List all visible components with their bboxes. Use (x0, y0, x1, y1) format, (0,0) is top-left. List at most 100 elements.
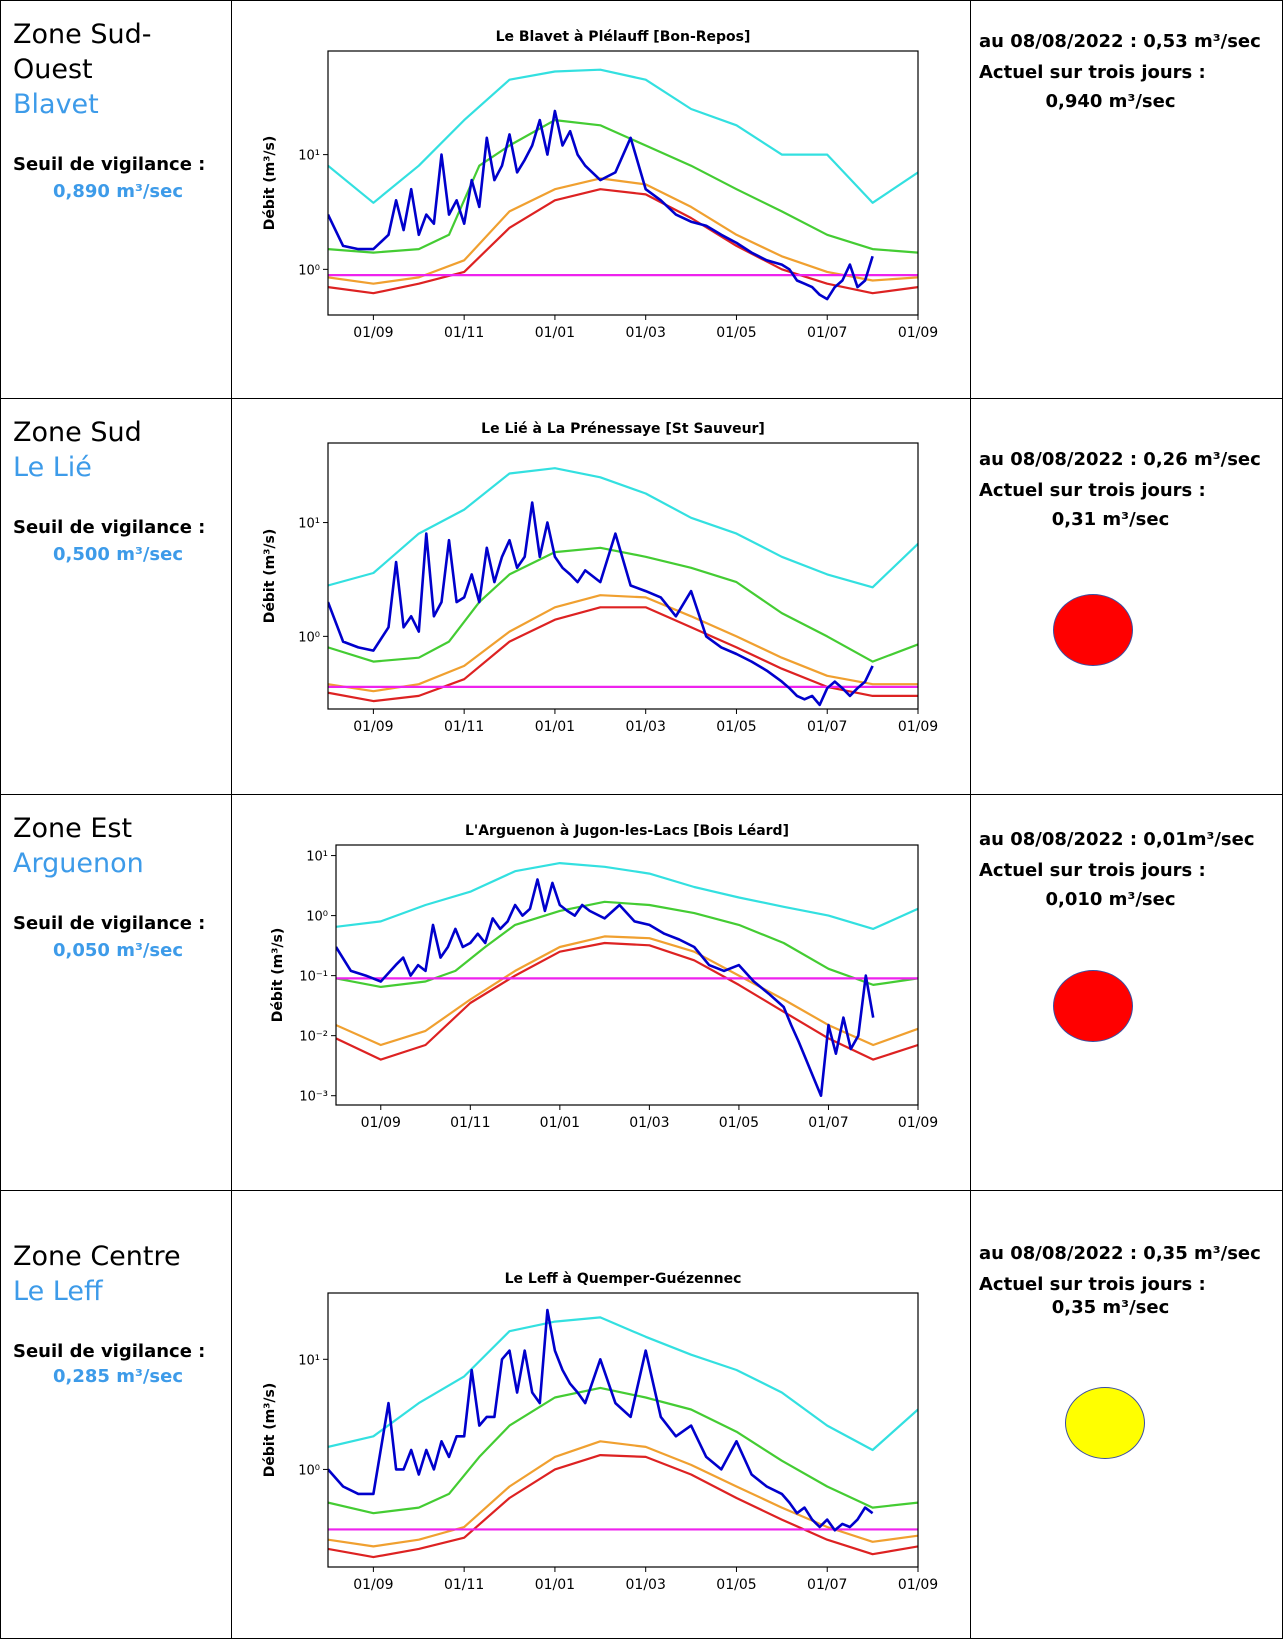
series-median (328, 1386, 918, 1515)
seuil-label: Seuil de vigilance : (13, 154, 206, 175)
x-tick-label: 01/07 (807, 325, 847, 341)
zone-cell: Zone Est Arguenon Seuil de vigilance : 0… (0, 794, 232, 1191)
series-high (328, 1316, 918, 1452)
series-very-low (328, 606, 918, 703)
table-row: Zone Sud Le Lié Seuil de vigilance : 0,5… (0, 398, 1283, 795)
y-axis-label: Débit (m³/s) (262, 136, 278, 230)
plot-frame (335, 844, 919, 1106)
info-label: Actuel sur trois jours : (979, 1274, 1206, 1295)
series-low (328, 594, 918, 693)
x-tick-label: 01/09 (361, 1115, 401, 1131)
series-observed (328, 501, 874, 707)
x-tick-label: 01/07 (807, 1577, 847, 1593)
flow-chart-blavet: Le Blavet à Plélauff [Bon-Repos] Débit (m… (262, 29, 938, 341)
y-tick-label: 10⁰ (298, 263, 320, 278)
x-tick-label: 01/03 (626, 719, 666, 735)
chart-cell: Le Leff à Quemper-Guézennec Débit (m³/s) 0… (231, 1190, 971, 1639)
x-tick-label: 01/05 (716, 1577, 756, 1593)
series-very-low (328, 1454, 918, 1559)
flow-chart-arguenon: L'Arguenon à Jugon-les-Lacs [Bois Léard]… (270, 823, 938, 1131)
series-low (336, 935, 918, 1047)
chart-title: Le Blavet à Plélauff [Bon-Repos] (496, 29, 751, 45)
zone-name: Zone Sud (13, 417, 142, 448)
y-tick-label: 10⁻¹ (299, 970, 328, 985)
river-name: Blavet (13, 89, 99, 120)
plot-area (328, 68, 918, 301)
info-cell: au 08/08/2022 : 0,26 m³/sec Actuel sur t… (970, 398, 1283, 795)
x-tick-label: 01/01 (535, 1577, 575, 1593)
y-tick-label: 10¹ (298, 1353, 320, 1368)
plot-area (328, 1308, 918, 1559)
series-high (328, 467, 918, 589)
info-cell: au 08/08/2022 : 0,01m³/sec Actuel sur tr… (970, 794, 1283, 1191)
x-tick-label: 01/09 (898, 325, 938, 341)
series-observed (328, 109, 874, 301)
x-tick-label: 01/11 (444, 1577, 484, 1593)
y-axis-label: Débit (m³/s) (262, 529, 278, 623)
info-value: 0,31 m³/sec (1051, 509, 1170, 530)
flow-chart-leff: Le Leff à Quemper-Guézennec Débit (m³/s) 0… (262, 1271, 938, 1593)
info-date: au 08/08/2022 : 0,53 m³/sec (979, 31, 1261, 52)
x-tick-label: 01/11 (444, 325, 484, 341)
x-tick-label: 01/09 (353, 719, 393, 735)
y-axis-label: Débit (m³/s) (270, 928, 286, 1022)
info-label: Actuel sur trois jours : (979, 480, 1206, 501)
info-date: au 08/08/2022 : 0,26 m³/sec (979, 449, 1261, 470)
plot-frame (327, 50, 919, 316)
zone-name-cont: Ouest (13, 54, 93, 85)
y-tick-label: 10⁰ (298, 630, 320, 645)
x-tick-label: 01/07 (808, 1115, 848, 1131)
info-value: 0,940 m³/sec (1045, 91, 1176, 112)
status-indicator (1065, 1387, 1145, 1459)
plot-frame (327, 442, 919, 710)
chart-title: L'Arguenon à Jugon-les-Lacs [Bois Léard] (465, 823, 789, 839)
series-very-low (328, 188, 918, 295)
series-high (336, 861, 918, 930)
y-tick-label: 10¹ (306, 850, 328, 865)
series-median (328, 118, 918, 254)
series-observed (328, 1308, 874, 1532)
status-indicator (1053, 970, 1133, 1042)
zone-name: Zone Est (13, 813, 133, 844)
seuil-value: 0,285 m³/sec (53, 1366, 184, 1387)
seuil-value: 0,890 m³/sec (53, 181, 184, 202)
y-axis-label: Débit (m³/s) (262, 1383, 278, 1477)
river-name: Le Lié (13, 452, 92, 483)
x-tick-label: 01/09 (898, 1115, 938, 1131)
y-tick-label: 10⁻³ (299, 1090, 328, 1105)
x-tick-label: 01/03 (626, 1577, 666, 1593)
info-date: au 08/08/2022 : 0,01m³/sec (979, 829, 1255, 850)
zone-name: Zone Sud- (13, 19, 152, 50)
plot-frame (327, 1292, 919, 1568)
zone-name: Zone Centre (13, 1241, 181, 1272)
x-tick-label: 01/09 (898, 719, 938, 735)
table-row: Zone Centre Le Leff Seuil de vigilance :… (0, 1190, 1283, 1639)
seuil-label: Seuil de vigilance : (13, 1341, 206, 1362)
x-tick-label: 01/01 (540, 1115, 580, 1131)
zone-cell: Zone Centre Le Leff Seuil de vigilance :… (0, 1190, 232, 1639)
plot-area (336, 861, 918, 1098)
chart-cell: Le Blavet à Plélauff [Bon-Repos] Débit (m… (231, 0, 971, 399)
y-tick-label: 10¹ (298, 517, 320, 532)
river-name: Le Leff (13, 1276, 103, 1307)
chart-cell: L'Arguenon à Jugon-les-Lacs [Bois Léard]… (231, 794, 971, 1191)
x-tick-label: 01/05 (716, 719, 756, 735)
flow-chart-lie: Le Lié à La Prénessaye [St Sauveur] Débit… (262, 421, 938, 735)
series-very-low (336, 941, 918, 1061)
x-tick-label: 01/11 (450, 1115, 490, 1131)
info-value: 0,35 m³/sec (1051, 1297, 1170, 1318)
info-label: Actuel sur trois jours : (979, 860, 1206, 881)
x-tick-label: 01/05 (719, 1115, 759, 1131)
zone-cell: Zone Sud Le Lié Seuil de vigilance : 0,5… (0, 398, 232, 795)
river-name: Arguenon (13, 848, 144, 879)
x-tick-label: 01/03 (629, 1115, 669, 1131)
series-high (328, 68, 918, 204)
x-tick-label: 01/05 (716, 325, 756, 341)
table-row: Zone Est Arguenon Seuil de vigilance : 0… (0, 794, 1283, 1191)
y-tick-label: 10⁰ (298, 1463, 320, 1478)
y-tick-label: 10¹ (298, 149, 320, 164)
x-tick-label: 01/09 (353, 325, 393, 341)
series-median (328, 546, 918, 663)
seuil-value: 0,050 m³/sec (53, 940, 184, 961)
